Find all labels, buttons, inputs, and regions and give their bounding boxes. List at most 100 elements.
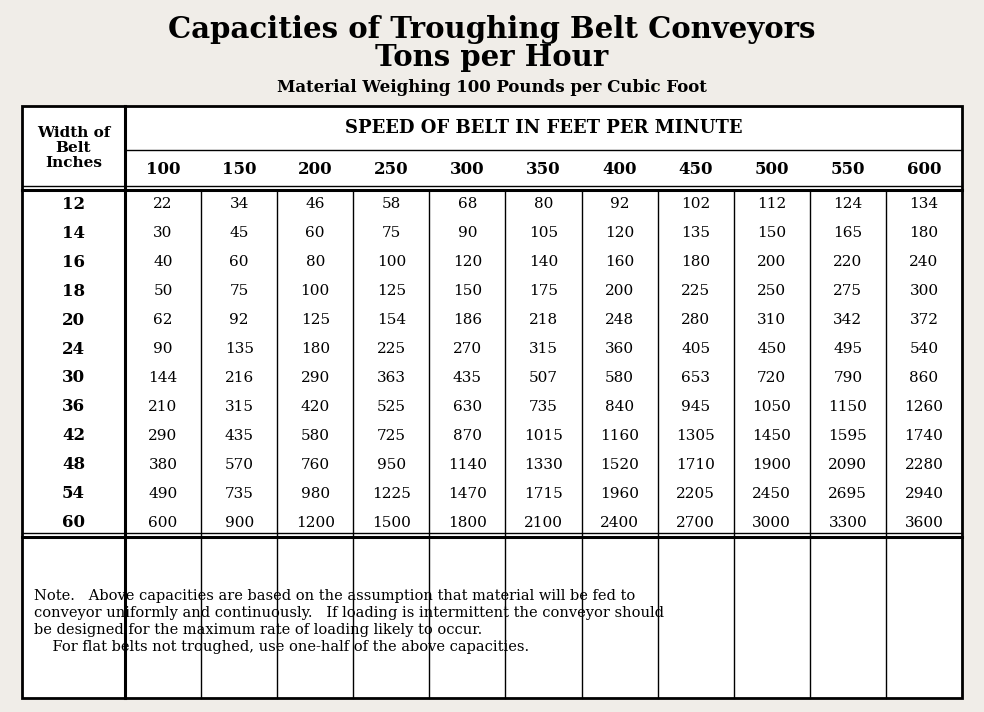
Text: 275: 275 <box>833 284 862 298</box>
Text: 100: 100 <box>300 284 330 298</box>
Text: 60: 60 <box>229 256 249 269</box>
Text: 360: 360 <box>605 342 634 356</box>
Text: 22: 22 <box>154 197 173 211</box>
Text: 2450: 2450 <box>753 486 791 501</box>
Text: 218: 218 <box>529 313 558 327</box>
Text: 1200: 1200 <box>296 515 335 530</box>
Text: 24: 24 <box>62 340 85 357</box>
Text: 1900: 1900 <box>753 458 791 472</box>
Text: 92: 92 <box>229 313 249 327</box>
Text: 175: 175 <box>529 284 558 298</box>
Text: 60: 60 <box>62 514 85 531</box>
Text: 105: 105 <box>529 226 558 241</box>
Text: 760: 760 <box>301 458 330 472</box>
Text: 300: 300 <box>909 284 939 298</box>
Text: 180: 180 <box>909 226 939 241</box>
Text: 1595: 1595 <box>829 429 867 443</box>
Text: 140: 140 <box>528 256 558 269</box>
Text: 600: 600 <box>906 162 942 179</box>
Text: 100: 100 <box>146 162 180 179</box>
Text: 250: 250 <box>374 162 408 179</box>
Text: 1305: 1305 <box>676 429 715 443</box>
Text: Note.   Above capacities are based on the assumption that material will be fed t: Note. Above capacities are based on the … <box>34 589 636 603</box>
Text: 1260: 1260 <box>904 400 944 414</box>
Text: 120: 120 <box>453 256 482 269</box>
Text: Tons per Hour: Tons per Hour <box>375 43 609 71</box>
Text: 1160: 1160 <box>600 429 639 443</box>
Text: 112: 112 <box>757 197 786 211</box>
Text: 580: 580 <box>605 371 634 385</box>
Text: 165: 165 <box>833 226 862 241</box>
Text: 14: 14 <box>62 225 85 242</box>
Text: 160: 160 <box>605 256 635 269</box>
Text: 450: 450 <box>758 342 786 356</box>
Text: 405: 405 <box>681 342 710 356</box>
Text: 653: 653 <box>681 371 710 385</box>
Text: 20: 20 <box>62 312 85 329</box>
Text: 68: 68 <box>458 197 477 211</box>
Text: 435: 435 <box>224 429 254 443</box>
Text: 75: 75 <box>382 226 400 241</box>
Text: 2100: 2100 <box>524 515 563 530</box>
Text: 315: 315 <box>529 342 558 356</box>
Text: 200: 200 <box>298 162 333 179</box>
Text: 42: 42 <box>62 427 85 444</box>
Text: 36: 36 <box>62 399 85 415</box>
Text: 50: 50 <box>154 284 173 298</box>
Text: 2205: 2205 <box>676 486 715 501</box>
Text: 200: 200 <box>757 256 786 269</box>
Text: 507: 507 <box>529 371 558 385</box>
Text: conveyor uniformly and continuously.   If loading is intermittent the conveyor s: conveyor uniformly and continuously. If … <box>34 606 664 620</box>
Text: 372: 372 <box>909 313 939 327</box>
Text: 12: 12 <box>62 196 85 213</box>
Text: 540: 540 <box>909 342 939 356</box>
Text: 1140: 1140 <box>448 458 487 472</box>
Text: 3300: 3300 <box>829 515 867 530</box>
Text: 1520: 1520 <box>600 458 639 472</box>
Text: 980: 980 <box>301 486 330 501</box>
Text: 420: 420 <box>300 400 330 414</box>
Text: 1450: 1450 <box>753 429 791 443</box>
Text: 735: 735 <box>529 400 558 414</box>
Text: 250: 250 <box>758 284 786 298</box>
Text: Capacities of Troughing Belt Conveyors: Capacities of Troughing Belt Conveyors <box>168 16 816 44</box>
Text: 134: 134 <box>909 197 939 211</box>
Text: 100: 100 <box>377 256 406 269</box>
Text: 125: 125 <box>301 313 330 327</box>
Text: 525: 525 <box>377 400 405 414</box>
Text: 144: 144 <box>149 371 178 385</box>
Text: 630: 630 <box>453 400 482 414</box>
Text: 120: 120 <box>605 226 635 241</box>
Text: 1960: 1960 <box>600 486 639 501</box>
Text: 1500: 1500 <box>372 515 410 530</box>
Text: 80: 80 <box>306 256 325 269</box>
Text: 290: 290 <box>149 429 178 443</box>
Text: 225: 225 <box>681 284 710 298</box>
Text: 720: 720 <box>758 371 786 385</box>
Text: 1150: 1150 <box>829 400 867 414</box>
Text: 102: 102 <box>681 197 710 211</box>
Text: 2940: 2940 <box>904 486 944 501</box>
Text: 490: 490 <box>149 486 178 501</box>
Text: 62: 62 <box>154 313 173 327</box>
Text: 92: 92 <box>610 197 630 211</box>
Text: 240: 240 <box>909 256 939 269</box>
Text: 1740: 1740 <box>904 429 944 443</box>
Text: 550: 550 <box>830 162 865 179</box>
Text: 30: 30 <box>154 226 173 241</box>
Text: 363: 363 <box>377 371 405 385</box>
Text: Inches: Inches <box>45 156 102 170</box>
Text: 400: 400 <box>602 162 637 179</box>
Text: 950: 950 <box>377 458 405 472</box>
Text: 90: 90 <box>458 226 477 241</box>
Text: 2700: 2700 <box>676 515 715 530</box>
Text: 200: 200 <box>605 284 635 298</box>
Text: 900: 900 <box>224 515 254 530</box>
Text: 1015: 1015 <box>524 429 563 443</box>
Text: 30: 30 <box>62 370 85 387</box>
Text: 210: 210 <box>149 400 178 414</box>
Text: 1225: 1225 <box>372 486 410 501</box>
Text: 310: 310 <box>758 313 786 327</box>
Text: 725: 725 <box>377 429 405 443</box>
Text: 216: 216 <box>224 371 254 385</box>
